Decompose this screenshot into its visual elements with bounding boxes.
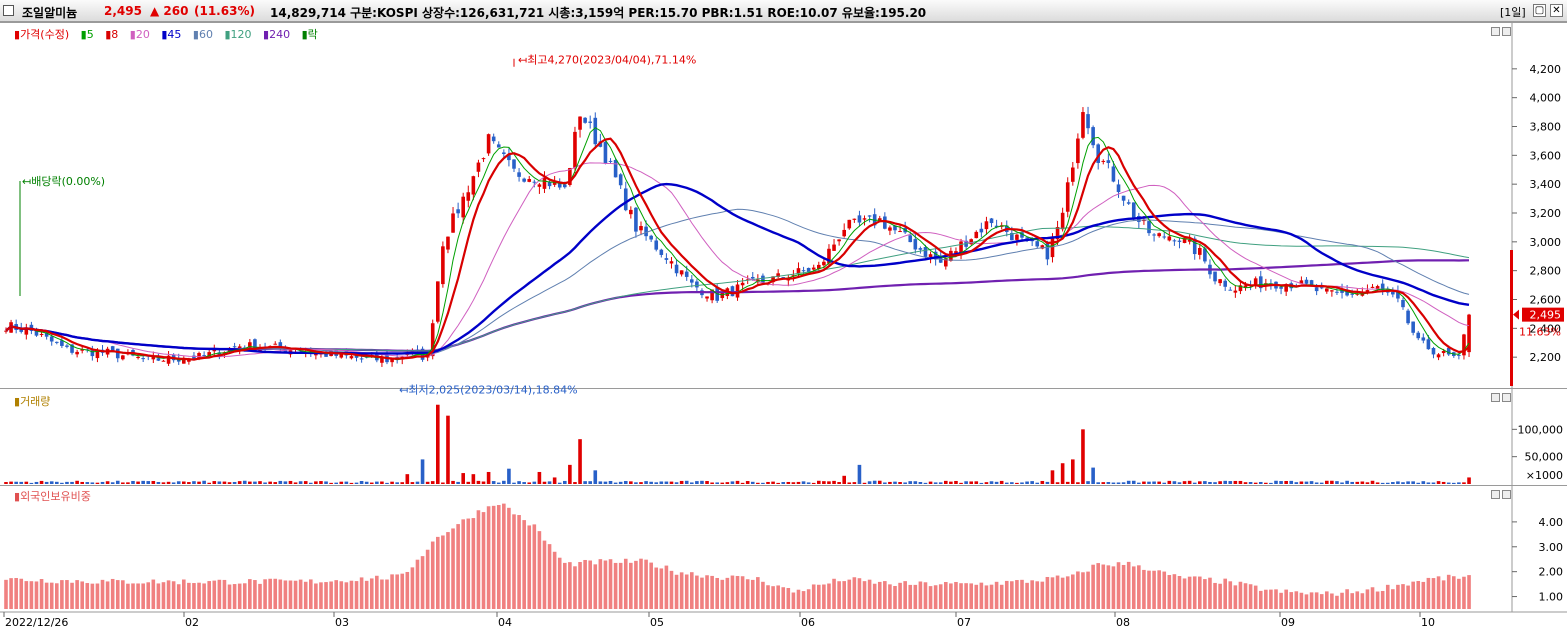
x-tick-label: 10 [1421,616,1435,629]
foreign-panel: ▮외국인보유비중 [0,485,1567,612]
price-change-percent: (11.63%) [194,4,255,18]
x-tick-label: 05 [650,616,664,629]
foreign-close-icon[interactable] [1502,490,1511,499]
price-panel: ▮가격(수정) ▮5 ▮8 ▮20 ▮45 ▮60 ▮120 ▮240 ▮락 [0,22,1567,388]
x-tick-label: 04 [498,616,512,629]
volume-panel: ▮거래량 [0,388,1567,485]
legend-price: ▮가격(수정) [14,28,70,41]
current-price: 2,495 [104,4,142,18]
panel-restore-icon[interactable] [1491,27,1500,36]
x-tick-label: 07 [957,616,971,629]
x-tick-label: 2022/12/26 [5,616,68,629]
stock-name: 조일알미늄 [22,6,78,20]
title-bar: 조일알미늄 2,495 ▲ 260 (11.63%) 14,829,714 구분… [0,0,1567,22]
stock-info: 14,829,714 구분:KOSPI 상장수:126,631,721 시총:3… [270,6,927,20]
legend-ma60: ▮60 [192,28,213,41]
period-selector[interactable]: [1일] [1500,6,1526,19]
legend-ma20: ▮20 [129,28,150,41]
select-checkbox[interactable] [3,5,14,16]
x-tick-label: 08 [1116,616,1130,629]
foreign-restore-icon[interactable] [1491,490,1500,499]
x-tick-label: 09 [1281,616,1295,629]
x-tick-label: 02 [185,616,199,629]
legend-ma8: ▮8 [105,28,119,41]
volume-legend: ▮거래량 [14,395,51,408]
volume-restore-icon[interactable] [1491,393,1500,402]
close-icon[interactable]: ✕ [1550,4,1563,17]
legend-ma240: ▮240 [263,28,291,41]
legend-ma120: ▮120 [224,28,252,41]
volume-close-icon[interactable] [1502,393,1511,402]
x-tick-label: 03 [335,616,349,629]
legend-ma5: ▮5 [80,28,94,41]
price-legend: ▮가격(수정) ▮5 ▮8 ▮20 ▮45 ▮60 ▮120 ▮240 ▮락 [14,26,326,42]
price-change: ▲ 260 [150,4,189,18]
legend-ex-dividend: ▮락 [301,28,318,41]
foreign-legend: ▮외국인보유비중 [14,490,91,503]
restore-icon[interactable]: ▢ [1533,4,1546,17]
x-tick-label: 06 [801,616,815,629]
panel-close-icon[interactable] [1502,27,1511,36]
legend-ma45: ▮45 [161,28,182,41]
